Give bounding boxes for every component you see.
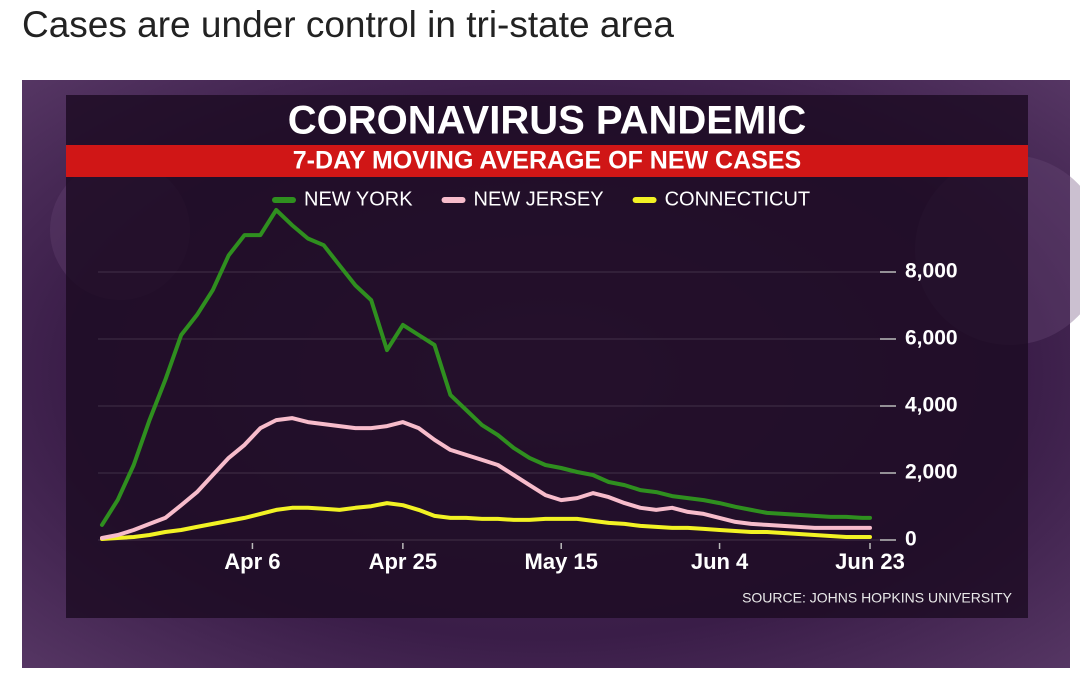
x-tick-label: Jun 23 [835,549,905,574]
chart-subtitle: 7-DAY MOVING AVERAGE OF NEW CASES [293,147,801,175]
x-tick-label: Jun 4 [691,549,749,574]
y-tick-label: 8,000 [905,260,958,283]
y-tick-label: 6,000 [905,327,958,350]
y-tick-label: 4,000 [905,394,958,417]
headline: Cases are under control in tri-state are… [22,4,674,45]
y-tick-label: 2,000 [905,461,958,484]
chart-title: CORONAVIRUS PANDEMIC [288,99,807,143]
plot-panel [66,95,1028,618]
source-note: SOURCE: JOHNS HOPKINS UNIVERSITY [742,590,1013,606]
x-tick-label: Apr 25 [369,549,437,574]
series-line [100,416,872,540]
y-tick-label: 0 [905,528,917,551]
legend-label: CONNECTICUT [665,188,811,210]
legend-label: NEW JERSEY [474,188,604,210]
x-tick-label: May 15 [525,549,598,574]
subtitle-band [66,145,1028,177]
series-line [100,208,872,527]
legend-label: NEW YORK [304,188,413,210]
x-tick-label: Apr 6 [224,549,280,574]
series-line [100,501,872,541]
